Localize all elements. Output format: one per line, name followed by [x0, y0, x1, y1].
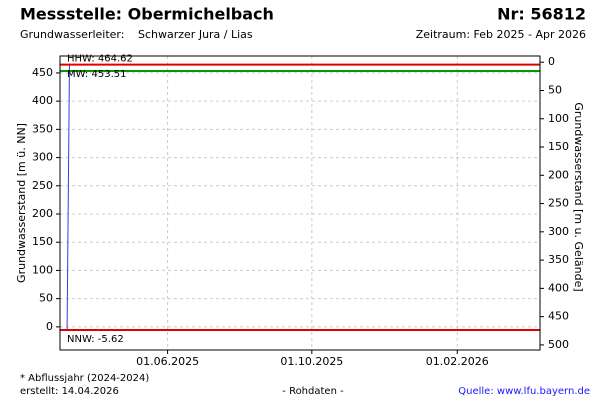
y2-axis-label: Grundwasserstand [m u. Gelände] [572, 102, 585, 291]
y2-tick-label: 250 [548, 197, 569, 210]
y-tick-label: 400 [32, 94, 53, 107]
y2-tick-label: 0 [548, 55, 555, 68]
y-tick-label: 100 [32, 263, 53, 276]
source-link[interactable]: Quelle: www.lfu.bayern.de [458, 386, 590, 397]
y2-tick-label: 350 [548, 253, 569, 266]
y2-tick-label: 400 [548, 281, 569, 294]
reference-label: NNW: -5.62 [67, 334, 124, 345]
y-tick-label: 350 [32, 122, 53, 135]
y2-tick-label: 100 [548, 112, 569, 125]
plot-frame [59, 55, 541, 351]
period: Zeitraum: Feb 2025 - Apr 2026 [416, 28, 586, 41]
x-tick-label: 01.02.2026 [426, 355, 489, 368]
y-tick-label: 200 [32, 207, 53, 220]
chart-title: Messstelle: Obermichelbach [20, 5, 274, 24]
y-tick-label: 450 [32, 66, 53, 79]
y-tick-label: 50 [39, 292, 53, 305]
x-tick-label: 01.06.2025 [136, 355, 199, 368]
station-number: Nr: 56812 [497, 5, 586, 24]
reference-label: MW: 453.51 [67, 69, 126, 80]
footnote: * Abflussjahr (2024-2024) [20, 373, 149, 384]
y2-tick-label: 50 [548, 83, 562, 96]
x-tick-label: 01.10.2025 [280, 355, 343, 368]
created: erstellt: 14.04.2026 [20, 386, 119, 397]
y2-tick-label: 300 [548, 225, 569, 238]
y2-tick-label: 150 [548, 140, 569, 153]
y2-tick-label: 200 [548, 168, 569, 181]
reference-label: HHW: 464.62 [67, 54, 133, 65]
y-tick-label: 300 [32, 151, 53, 164]
y2-tick-label: 500 [548, 338, 569, 351]
y2-tick-label: 450 [548, 310, 569, 323]
y-axis-label: Grundwasserstand [m ü. NN] [15, 123, 28, 283]
y-tick-label: 0 [46, 320, 53, 333]
y-tick-label: 250 [32, 179, 53, 192]
aquifer: Schwarzer Jura / Lias [138, 28, 253, 41]
data-line [66, 65, 70, 330]
data-note: - Rohdaten - [282, 386, 344, 397]
y-tick-label: 150 [32, 235, 53, 248]
aquifer-label: Grundwasserleiter: [20, 28, 124, 41]
